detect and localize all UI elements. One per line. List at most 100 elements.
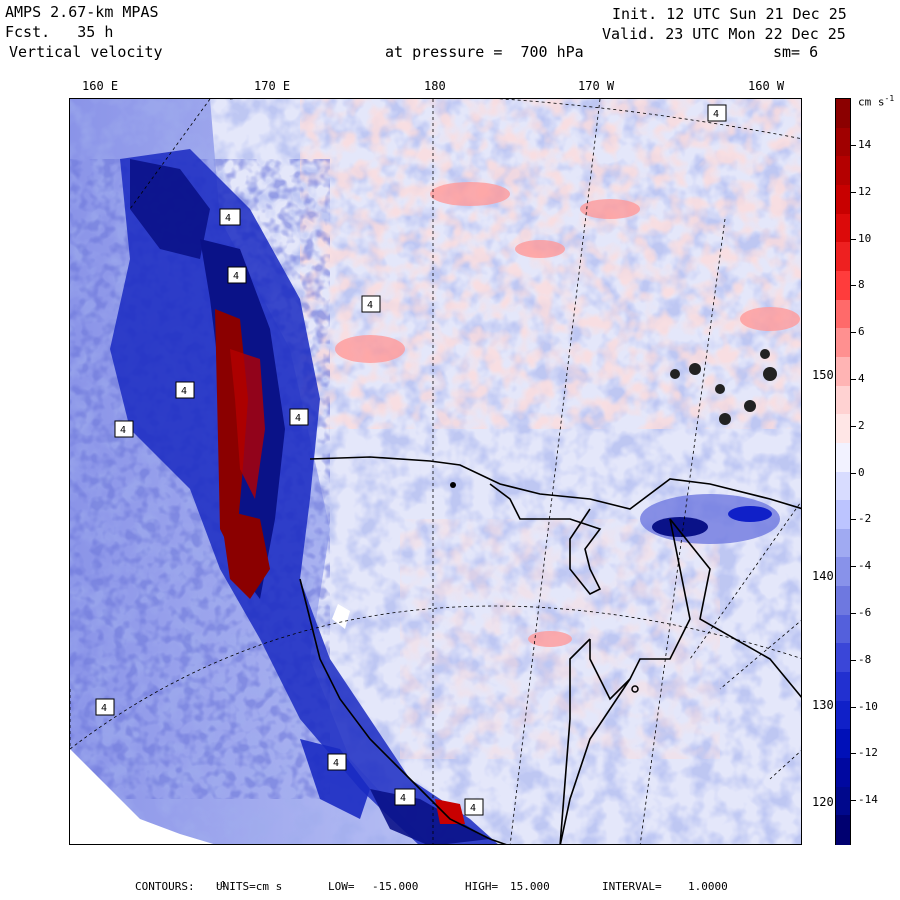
contour-marker: 4	[95, 698, 115, 716]
colorbar-segment	[836, 270, 850, 301]
svg-text:4: 4	[181, 386, 187, 397]
init-time: Init. 12 UTC Sun 21 Dec 25	[612, 5, 847, 23]
contours-label: CONTOURS:	[135, 880, 195, 893]
colorbar	[835, 98, 851, 845]
pressure-value: 700 hPa	[520, 43, 584, 61]
colorbar-tick-label: -14	[858, 793, 878, 807]
lon-label-170e: 170 E	[254, 79, 291, 93]
colorbar-segment	[836, 643, 850, 673]
colorbar-segment	[836, 442, 850, 473]
colorbar-tick	[851, 706, 856, 708]
svg-text:4: 4	[225, 213, 231, 224]
colorbar-segment	[836, 385, 850, 415]
colorbar-segment	[836, 127, 850, 157]
high-value: 15.000	[510, 880, 550, 893]
pressure-level: at pressure = 700 hPa	[385, 43, 584, 61]
colorbar-tick-label: 10	[858, 231, 872, 245]
updraft-cells	[335, 182, 800, 647]
colorbar-tick	[851, 753, 856, 755]
lon-label-170w: 170 W	[578, 79, 615, 93]
high-label: HIGH=	[465, 880, 499, 893]
colorbar-tick-label: 0	[858, 465, 865, 479]
forecast-label: Fcst.	[5, 23, 51, 41]
low-value: -15.000	[372, 880, 419, 893]
colorbar-unit-text: cm s	[858, 95, 885, 109]
vertical-velocity-map: 4 4 4 4 4 4 4 4 4 4 4	[70, 99, 801, 844]
forecast-hour: Fcst. 35 h	[5, 23, 113, 41]
colorbar-segment	[836, 729, 850, 759]
contour-marker: 4	[219, 208, 241, 226]
graticule	[70, 99, 801, 844]
colorbar-segment	[836, 242, 850, 272]
contour-marker: 4	[707, 104, 727, 122]
colorbar-segment	[836, 414, 850, 444]
forecast-value: 35 h	[77, 23, 114, 41]
colorbar-segment	[836, 328, 850, 358]
colorbar-tick	[851, 472, 856, 474]
smoothing-label: sm= 6	[773, 43, 819, 61]
svg-text:4: 4	[233, 271, 239, 282]
map-panel: 4 4 4 4 4 4 4 4 4 4 4	[69, 98, 802, 845]
contour-marker: 4	[175, 381, 195, 399]
contour-marker: 4	[289, 408, 309, 426]
colorbar-tick	[851, 659, 856, 661]
colorbar-segment	[836, 99, 850, 129]
colorbar-tick	[851, 238, 856, 240]
colorbar-tick-label: -12	[858, 746, 878, 760]
colorbar-segment	[836, 758, 850, 788]
colorbar-segment	[836, 672, 850, 702]
colorbar-tick	[851, 285, 856, 287]
coastline	[299, 456, 801, 844]
colorbar-segment	[836, 700, 850, 730]
colorbar-tick	[851, 191, 856, 193]
colorbar-segment	[836, 815, 850, 845]
interval-label: INTERVAL=	[602, 880, 662, 893]
mountain-wave-band	[110, 149, 498, 844]
colorbar-tick-label: -4	[858, 559, 872, 573]
lon-label-180: 180	[424, 79, 446, 93]
colorbar-segment	[836, 156, 850, 186]
colorbar-tick-label: -8	[858, 652, 872, 666]
contour-marker: 4	[114, 420, 134, 438]
colorbar-segment	[836, 786, 850, 816]
lon-label-160e: 160 E	[82, 79, 119, 93]
colorbar-tick	[851, 800, 856, 802]
colorbar-segment	[836, 299, 850, 329]
colorbar-segment	[836, 213, 850, 243]
svg-text:4: 4	[470, 803, 476, 814]
colorbar-tick	[851, 332, 856, 334]
contour-marker: 4	[464, 798, 484, 816]
contour-marker: 4	[327, 753, 347, 771]
station-marker	[631, 685, 639, 693]
colorbar-tick-label: 2	[858, 418, 865, 432]
colorbar-segment	[836, 356, 850, 387]
contour-value-markers: 4 4 4 4 4 4 4 4 4 4 4	[95, 104, 727, 816]
units-text: UNITS=cm s	[216, 880, 283, 893]
colorbar-unit: cm s-1	[858, 93, 894, 109]
colorbar-tick	[851, 379, 856, 380]
colorbar-tick	[851, 425, 856, 427]
downdraft-cluster-east	[640, 349, 780, 544]
colorbar-tick-label: 8	[858, 278, 865, 292]
field-name: Vertical velocity	[9, 43, 163, 61]
valid-time: Valid. 23 UTC Mon 22 Dec 25	[602, 25, 846, 43]
svg-text:4: 4	[713, 109, 719, 120]
field-texture-pink	[300, 99, 801, 429]
contour-marker: 4	[361, 295, 381, 313]
colorbar-tick-label: -10	[858, 699, 878, 713]
units-exponent: -1	[216, 880, 226, 889]
colorbar-tick	[851, 519, 856, 521]
svg-text:4: 4	[367, 300, 373, 311]
pressure-label: at pressure =	[385, 43, 503, 61]
colorbar-tick	[851, 613, 856, 614]
colorbar-tick-label: 6	[858, 325, 865, 339]
colorbar-segment	[836, 557, 850, 587]
colorbar-segment	[836, 614, 850, 645]
colorbar-unit-exponent: -1	[884, 94, 895, 103]
colorbar-segment	[836, 471, 850, 501]
colorbar-tick	[851, 145, 856, 146]
colorbar-segment	[836, 528, 850, 559]
model-title: AMPS 2.67-km MPAS	[5, 3, 159, 21]
colorbar-tick-label: -6	[858, 606, 872, 619]
contour-marker: 4	[394, 788, 416, 806]
